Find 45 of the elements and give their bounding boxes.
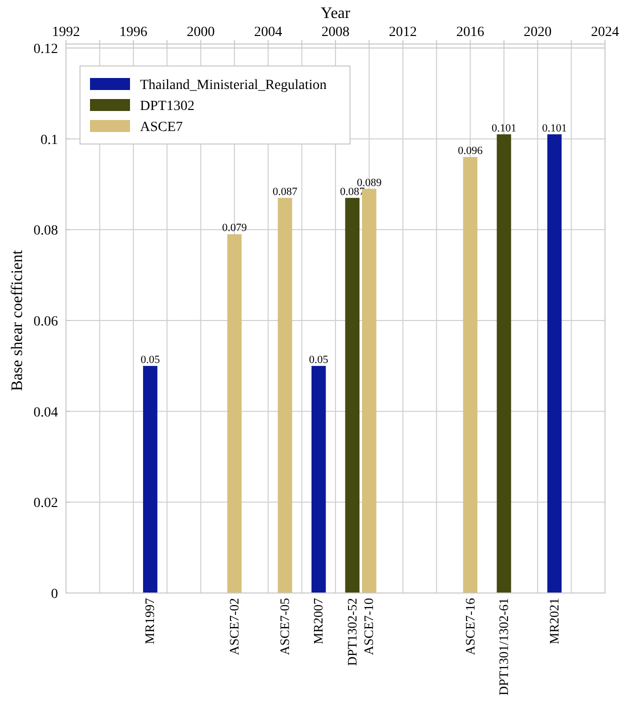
x-tick-label: 2024 [591, 25, 619, 40]
y-tick-label: 0.1 [40, 132, 58, 148]
bar [463, 157, 478, 593]
annotation: ASCE7-10 [361, 598, 376, 656]
annotation: ASCE7-16 [462, 598, 478, 656]
x-axis-title: Year [320, 5, 351, 22]
bar [227, 234, 242, 593]
annotation: MR1997 [142, 598, 158, 644]
x-tick-label: 2008 [322, 25, 350, 40]
data-label: 0.101 [492, 122, 516, 134]
y-tick-label: 0.06 [34, 314, 58, 330]
x-tick-label: 1992 [52, 25, 80, 40]
y-tick-label: 0 [51, 587, 58, 602]
x-tick-label: 1996 [119, 25, 148, 40]
y-tick-label: 0.08 [34, 224, 58, 239]
y-axis-title: Base shear coefficient [9, 249, 26, 391]
y-tick-label: 0.02 [34, 496, 58, 512]
y-tick-label: 0.04 [34, 405, 58, 420]
x-tick-label: 2012 [388, 25, 417, 40]
bar [278, 198, 292, 593]
x-tick-label: 2020 [524, 25, 552, 40]
legend-label: Thailand_Ministerial_Regulation [140, 78, 327, 93]
legend-label: DPT1302 [140, 99, 194, 114]
data-label: 0.101 [542, 122, 567, 134]
annotation: ASCE7-02 [226, 598, 242, 656]
bar [143, 366, 158, 593]
annotation: DPT1301/1302-61 [496, 598, 511, 696]
data-label: 0.05 [309, 354, 329, 366]
bar [547, 134, 562, 593]
bar [345, 198, 360, 593]
bar [312, 366, 326, 593]
annotation: ASCE7-05 [276, 598, 292, 656]
bar [496, 134, 512, 593]
data-label: 0.05 [140, 354, 160, 366]
data-label: 0.096 [458, 145, 484, 157]
annotation: MR2007 [310, 598, 326, 644]
annotation: DPT1302-52 [344, 598, 360, 666]
legend-label: ASCE7 [140, 120, 183, 135]
data-label: 0.087 [272, 186, 298, 198]
data-label: 0.079 [222, 222, 248, 234]
x-tick-label: 2000 [186, 25, 215, 40]
annotation: MR2021 [546, 598, 562, 644]
y-tick-label: 0.12 [34, 42, 58, 57]
x-tick-label: 2016 [456, 25, 484, 40]
x-tick-label: 2004 [254, 25, 282, 40]
